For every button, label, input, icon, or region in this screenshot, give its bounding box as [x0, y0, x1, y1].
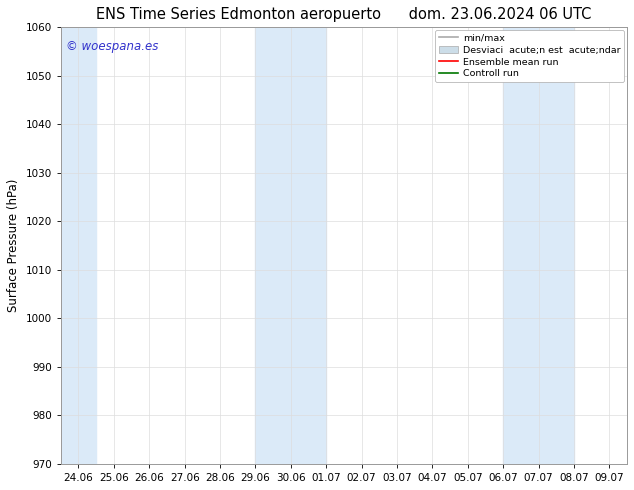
- Legend: min/max, Desviaci  acute;n est  acute;ndar, Ensemble mean run, Controll run: min/max, Desviaci acute;n est acute;ndar…: [436, 30, 624, 82]
- Text: © woespana.es: © woespana.es: [67, 40, 158, 53]
- Y-axis label: Surface Pressure (hPa): Surface Pressure (hPa): [7, 179, 20, 312]
- Bar: [503, 27, 574, 464]
- Bar: [61, 27, 96, 464]
- Title: ENS Time Series Edmonton aeropuerto      dom. 23.06.2024 06 UTC: ENS Time Series Edmonton aeropuerto dom.…: [96, 7, 592, 22]
- Bar: [256, 27, 327, 464]
